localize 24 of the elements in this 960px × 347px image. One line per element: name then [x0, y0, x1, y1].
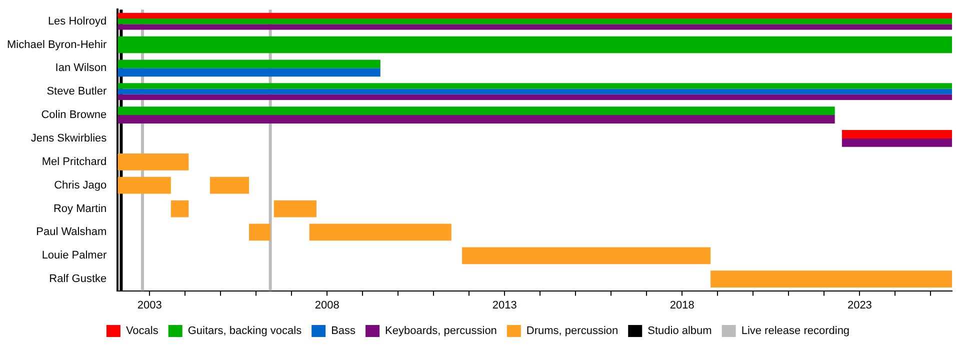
y-tick-label: Michael Byron-Hehir — [6, 38, 107, 51]
legend-label: Vocals — [126, 325, 159, 338]
y-tick-label: Ralf Gustke — [49, 273, 107, 286]
y-tick-label: Roy Martin — [53, 202, 107, 215]
y-tick-label: Paul Walsham — [36, 226, 107, 238]
legend-label: Live release recording — [741, 325, 850, 338]
x-tick-label: 2018 — [670, 299, 694, 312]
legend-label: Studio album — [648, 325, 712, 338]
x-tick-label: 2003 — [137, 299, 162, 312]
legend-label: Guitars, backing vocals — [188, 325, 302, 338]
x-tick-label: 2008 — [314, 299, 340, 312]
x-tick-label: 2013 — [492, 299, 517, 312]
y-tick-label: Ian Wilson — [55, 62, 107, 74]
y-tick-label: Steve Butler — [46, 86, 107, 98]
y-tick-label: Colin Browne — [41, 109, 107, 122]
legend-label: Keyboards, percussion — [385, 325, 497, 338]
y-tick-label: Chris Jago — [54, 179, 107, 192]
legend-label: Drums, percussion — [526, 325, 618, 338]
y-tick-label: Mel Pritchard — [42, 156, 107, 168]
y-tick-label: Jens Skwirblies — [30, 132, 108, 145]
y-tick-label: Les Holroyd — [48, 15, 107, 28]
y-tick-label: Louie Palmer — [42, 250, 107, 262]
x-tick-label: 2023 — [847, 299, 872, 312]
legend-label: Bass — [331, 325, 356, 338]
